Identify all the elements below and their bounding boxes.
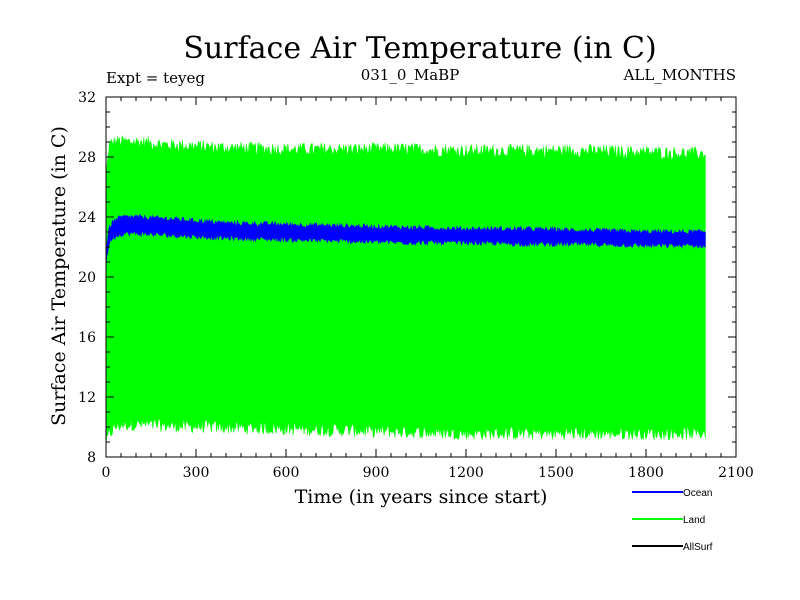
center-label: 031_0_MaBP <box>361 66 460 84</box>
legend-label-ocean: Ocean <box>683 488 712 499</box>
x-tick-label: 1500 <box>538 465 574 481</box>
x-tick-label: 900 <box>363 465 390 481</box>
y-tick-label: 8 <box>87 450 96 466</box>
x-tick-label: 2100 <box>718 465 754 481</box>
ocean-series <box>105 214 706 267</box>
y-tick-label: 24 <box>78 210 96 226</box>
x-tick-label: 0 <box>102 465 111 481</box>
y-tick-label: 12 <box>78 390 96 406</box>
land-series <box>105 135 706 445</box>
x-tick-label: 1800 <box>628 465 664 481</box>
y-tick-label: 32 <box>78 90 96 106</box>
expt-label: Expt = teyeg <box>106 69 205 87</box>
chart-title: Surface Air Temperature (in C) <box>183 31 656 66</box>
right-label: ALL_MONTHS <box>623 66 736 84</box>
legend-label-allsurf: AllSurf <box>683 542 713 553</box>
x-axis-label: Time (in years since start) <box>295 486 548 508</box>
y-tick-label: 20 <box>78 270 96 286</box>
y-tick-label: 28 <box>78 150 96 166</box>
y-tick-label: 16 <box>78 330 96 346</box>
x-tick-label: 600 <box>273 465 300 481</box>
legend-label-land: Land <box>683 515 705 526</box>
x-tick-label: 300 <box>183 465 210 481</box>
x-tick-label: 1200 <box>448 465 484 481</box>
y-axis-label: Surface Air Temperature (in C) <box>48 126 70 426</box>
